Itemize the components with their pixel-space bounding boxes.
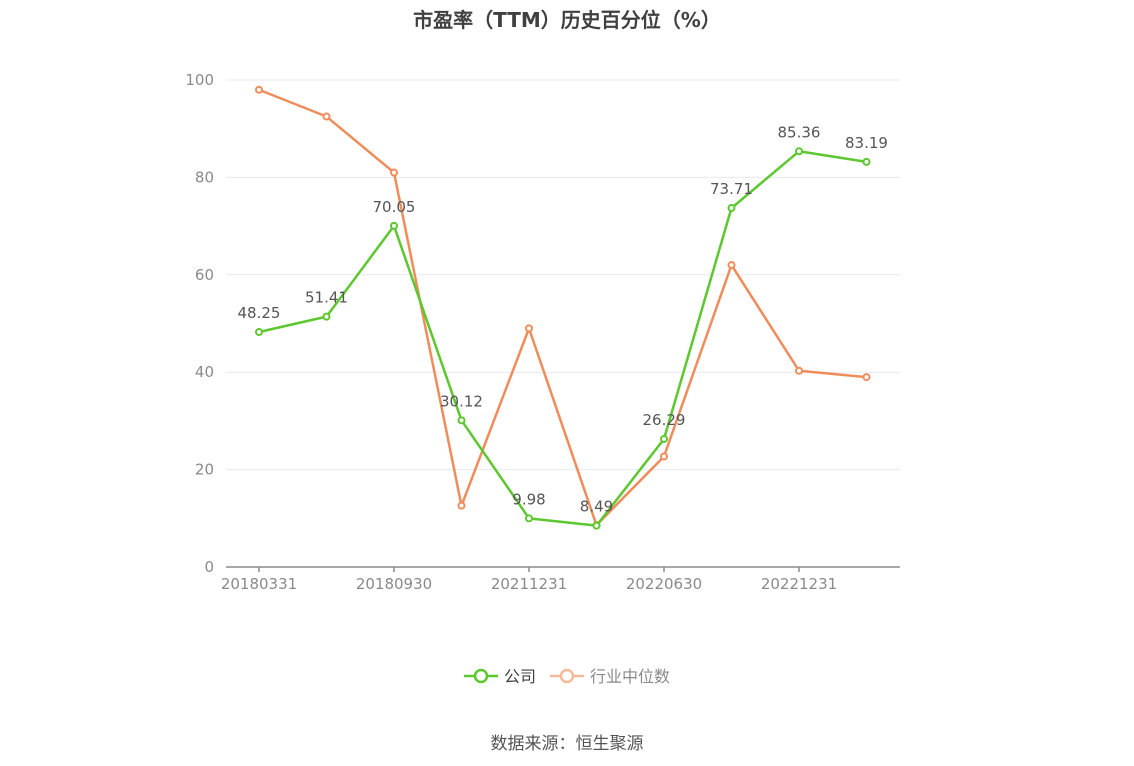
y-tick-label: 80 bbox=[195, 168, 214, 186]
y-tick-label: 0 bbox=[204, 558, 214, 576]
legend-label: 行业中位数 bbox=[590, 667, 670, 686]
data-label: 83.19 bbox=[845, 134, 888, 152]
x-tick-label: 20211231 bbox=[491, 575, 567, 593]
data-label: 85.36 bbox=[778, 123, 821, 141]
data-point-0 bbox=[322, 312, 331, 321]
source-note: 数据来源：恒生聚源 bbox=[490, 734, 644, 754]
grid-lines bbox=[226, 79, 900, 471]
data-point-0 bbox=[255, 328, 263, 337]
series-line-1 bbox=[258, 88, 867, 527]
y-tick-label: 100 bbox=[185, 71, 214, 89]
data-point-0 bbox=[390, 221, 398, 230]
data-label: 48.25 bbox=[238, 304, 281, 322]
data-point-1 bbox=[795, 366, 803, 375]
data-point-1 bbox=[322, 112, 331, 121]
legend-label: 公司 bbox=[504, 667, 536, 686]
axes: 0 20 40 60 80 100 20180331 20180930 20211231 2022… bbox=[185, 71, 900, 593]
data-point-1 bbox=[660, 452, 668, 461]
x-tick-label: 20221231 bbox=[761, 575, 837, 593]
data-point-0 bbox=[525, 514, 533, 523]
data-point-1 bbox=[457, 501, 466, 510]
data-label: 8.49 bbox=[580, 498, 613, 516]
data-labels: 48.25 51.41 70.05 30.12 9.98 8.49 26.29 73.71 85… bbox=[238, 123, 888, 515]
x-tick-label: 20180331 bbox=[221, 575, 297, 593]
data-label: 30.12 bbox=[440, 392, 483, 410]
data-point-1 bbox=[525, 324, 533, 333]
data-point-1 bbox=[390, 168, 398, 177]
series-line-0 bbox=[258, 150, 867, 527]
data-point-0 bbox=[862, 157, 871, 166]
y-tick-label: 40 bbox=[195, 363, 214, 381]
legend-swatch-marker bbox=[559, 668, 575, 684]
data-label: 26.29 bbox=[643, 411, 686, 429]
x-tick-label: 20220630 bbox=[626, 575, 702, 593]
data-point-1 bbox=[255, 85, 263, 94]
data-point-0 bbox=[660, 434, 668, 443]
y-tick-label: 20 bbox=[195, 461, 214, 479]
series-lines bbox=[255, 85, 871, 530]
data-label: 73.71 bbox=[710, 180, 753, 198]
y-tick-label: 60 bbox=[195, 266, 214, 284]
data-point-0 bbox=[592, 521, 601, 530]
data-point-1 bbox=[862, 373, 871, 382]
data-point-0 bbox=[727, 204, 736, 213]
data-point-1 bbox=[727, 261, 736, 270]
x-tick-label: 20180930 bbox=[356, 575, 432, 593]
chart-title: 市盈率（TTM）历史百分位（%） bbox=[413, 8, 721, 32]
data-point-0 bbox=[457, 416, 466, 425]
legend-swatch-marker bbox=[473, 668, 489, 684]
data-label: 51.41 bbox=[305, 289, 348, 307]
data-label: 9.98 bbox=[512, 490, 545, 508]
data-label: 70.05 bbox=[373, 198, 416, 216]
data-point-0 bbox=[795, 147, 803, 156]
legend: 公司 行业中位数 bbox=[464, 667, 670, 686]
